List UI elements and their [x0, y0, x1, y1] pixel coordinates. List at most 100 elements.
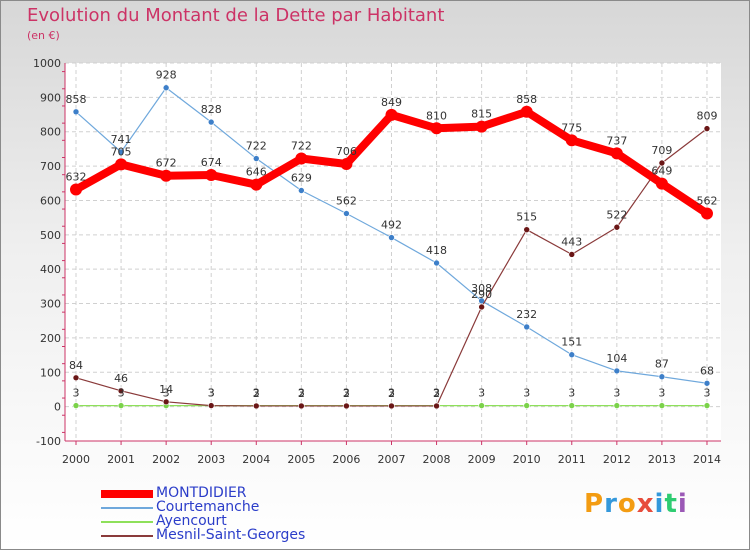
- data-point: [207, 402, 215, 409]
- data-point: [252, 402, 260, 410]
- data-label: 672: [156, 157, 177, 170]
- proxiti-logo: Proxiti: [584, 489, 688, 519]
- x-tick-label: 2002: [152, 453, 180, 466]
- data-point: [613, 402, 621, 409]
- data-label: 308: [471, 282, 492, 295]
- data-label: 443: [561, 235, 582, 248]
- data-label: 46: [114, 372, 128, 385]
- x-tick-label: 2012: [603, 453, 631, 466]
- data-label: 3: [523, 387, 530, 400]
- logo-letter: o: [617, 489, 637, 519]
- data-label: 562: [336, 195, 357, 208]
- data-label: 928: [156, 69, 177, 82]
- data-point: [433, 402, 440, 410]
- logo-letter: i: [654, 489, 665, 519]
- data-point: [613, 223, 621, 231]
- data-label: 3: [73, 387, 80, 400]
- data-label: 3: [613, 387, 620, 400]
- x-tick-label: 2005: [287, 453, 315, 466]
- data-point: [343, 210, 350, 217]
- data-point: [72, 108, 80, 116]
- data-point: [388, 402, 395, 410]
- data-label: 815: [471, 108, 492, 121]
- data-label: 858: [516, 93, 537, 106]
- data-label: 3: [658, 387, 665, 400]
- data-label: 3: [208, 387, 215, 400]
- x-tick-label: 2008: [423, 453, 451, 466]
- data-point: [658, 159, 666, 167]
- legend-label: MONTDIDIER: [156, 485, 247, 501]
- data-label: 3: [343, 387, 350, 400]
- data-label: 3: [118, 387, 125, 400]
- data-point: [568, 351, 576, 359]
- chart-subtitle: (en €): [27, 29, 60, 42]
- data-label: 3: [298, 387, 305, 400]
- x-tick-label: 2009: [468, 453, 496, 466]
- chart-title: Evolution du Montant de la Dette par Hab…: [27, 5, 445, 26]
- data-label: 68: [700, 364, 714, 377]
- data-point: [658, 373, 666, 381]
- data-label: 290: [471, 288, 492, 301]
- data-point: [117, 148, 125, 156]
- data-point: [475, 120, 488, 133]
- data-point: [703, 402, 711, 409]
- y-tick-label: 500: [40, 229, 61, 242]
- y-tick-label: -100: [36, 435, 61, 448]
- data-point: [658, 402, 666, 409]
- y-tick-label: 600: [40, 194, 61, 207]
- data-point: [385, 108, 398, 121]
- legend-swatch: [101, 521, 153, 523]
- data-label: 87: [655, 358, 669, 371]
- x-tick-label: 2001: [107, 453, 135, 466]
- data-point: [523, 226, 531, 233]
- logo-letter: i: [677, 489, 688, 519]
- plot-area: [65, 63, 721, 441]
- data-point: [433, 259, 440, 267]
- data-point: [520, 105, 533, 118]
- x-tick-label: 2014: [693, 453, 721, 466]
- y-tick-label: 900: [40, 91, 61, 104]
- data-point: [703, 125, 711, 132]
- data-point: [162, 398, 170, 406]
- logo-letter: x: [636, 489, 655, 519]
- data-point: [388, 234, 395, 241]
- data-point: [160, 169, 173, 182]
- data-label: 232: [516, 308, 537, 321]
- legend-swatch: [101, 507, 153, 509]
- data-label: 14: [159, 383, 173, 396]
- data-label: 2: [433, 387, 440, 400]
- data-point: [295, 152, 308, 165]
- x-tick-label: 2013: [648, 453, 676, 466]
- y-tick-label: 1000: [33, 57, 61, 70]
- x-tick-label: 2011: [558, 453, 586, 466]
- data-point: [252, 155, 260, 162]
- legend-label: Mesnil-Saint-Georges: [156, 527, 306, 543]
- data-point: [70, 183, 82, 196]
- data-point: [205, 169, 218, 182]
- data-label: 3: [478, 387, 485, 400]
- data-label: 737: [606, 134, 627, 147]
- data-point: [72, 402, 80, 409]
- logo-letter: r: [604, 489, 618, 519]
- x-tick-label: 2010: [513, 453, 541, 466]
- data-point: [72, 374, 80, 382]
- legend-swatch: [101, 535, 153, 537]
- logo-letter: P: [584, 489, 605, 519]
- data-point: [117, 387, 125, 395]
- data-point: [700, 207, 713, 220]
- data-point: [207, 118, 215, 126]
- data-label: 706: [336, 145, 357, 158]
- x-tick-label: 2007: [377, 453, 405, 466]
- data-label: 741: [111, 133, 132, 146]
- data-label: 2: [388, 387, 395, 400]
- data-label: 2: [298, 387, 305, 400]
- data-label: 84: [69, 359, 83, 372]
- data-label: 705: [111, 145, 132, 158]
- data-label: 629: [291, 171, 312, 184]
- data-point: [610, 147, 623, 160]
- data-point: [250, 178, 263, 191]
- data-label: 722: [246, 140, 267, 153]
- data-point: [565, 134, 578, 147]
- x-tick-label: 2006: [332, 453, 360, 466]
